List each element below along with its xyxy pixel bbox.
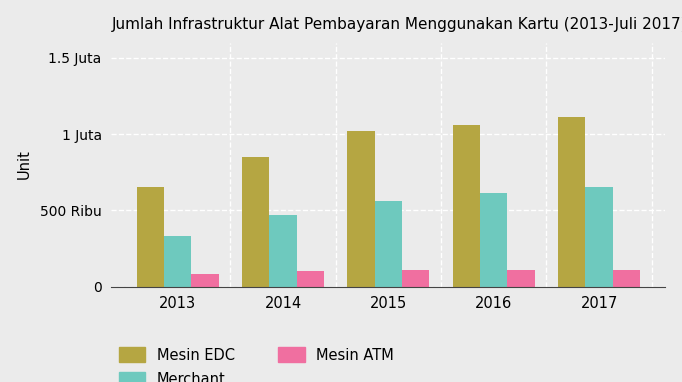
Bar	[507, 270, 535, 286]
Legend: Mesin EDC, Merchant, Mesin ATM: Mesin EDC, Merchant, Mesin ATM	[119, 348, 394, 382]
Bar	[164, 236, 192, 286]
Y-axis label: Unit: Unit	[16, 150, 31, 180]
Bar	[242, 157, 269, 286]
Bar	[374, 201, 402, 286]
Bar	[558, 117, 585, 286]
Bar	[402, 270, 430, 286]
Bar	[453, 125, 480, 286]
Bar	[585, 187, 612, 286]
Bar	[192, 274, 219, 286]
Bar	[136, 188, 164, 286]
Bar	[612, 270, 640, 286]
Bar	[347, 131, 374, 286]
Bar	[269, 215, 297, 286]
Bar	[480, 194, 507, 286]
Bar	[297, 271, 324, 286]
Text: Jumlah Infrastruktur Alat Pembayaran Menggunakan Kartu (2013-Juli 2017): Jumlah Infrastruktur Alat Pembayaran Men…	[111, 17, 682, 32]
